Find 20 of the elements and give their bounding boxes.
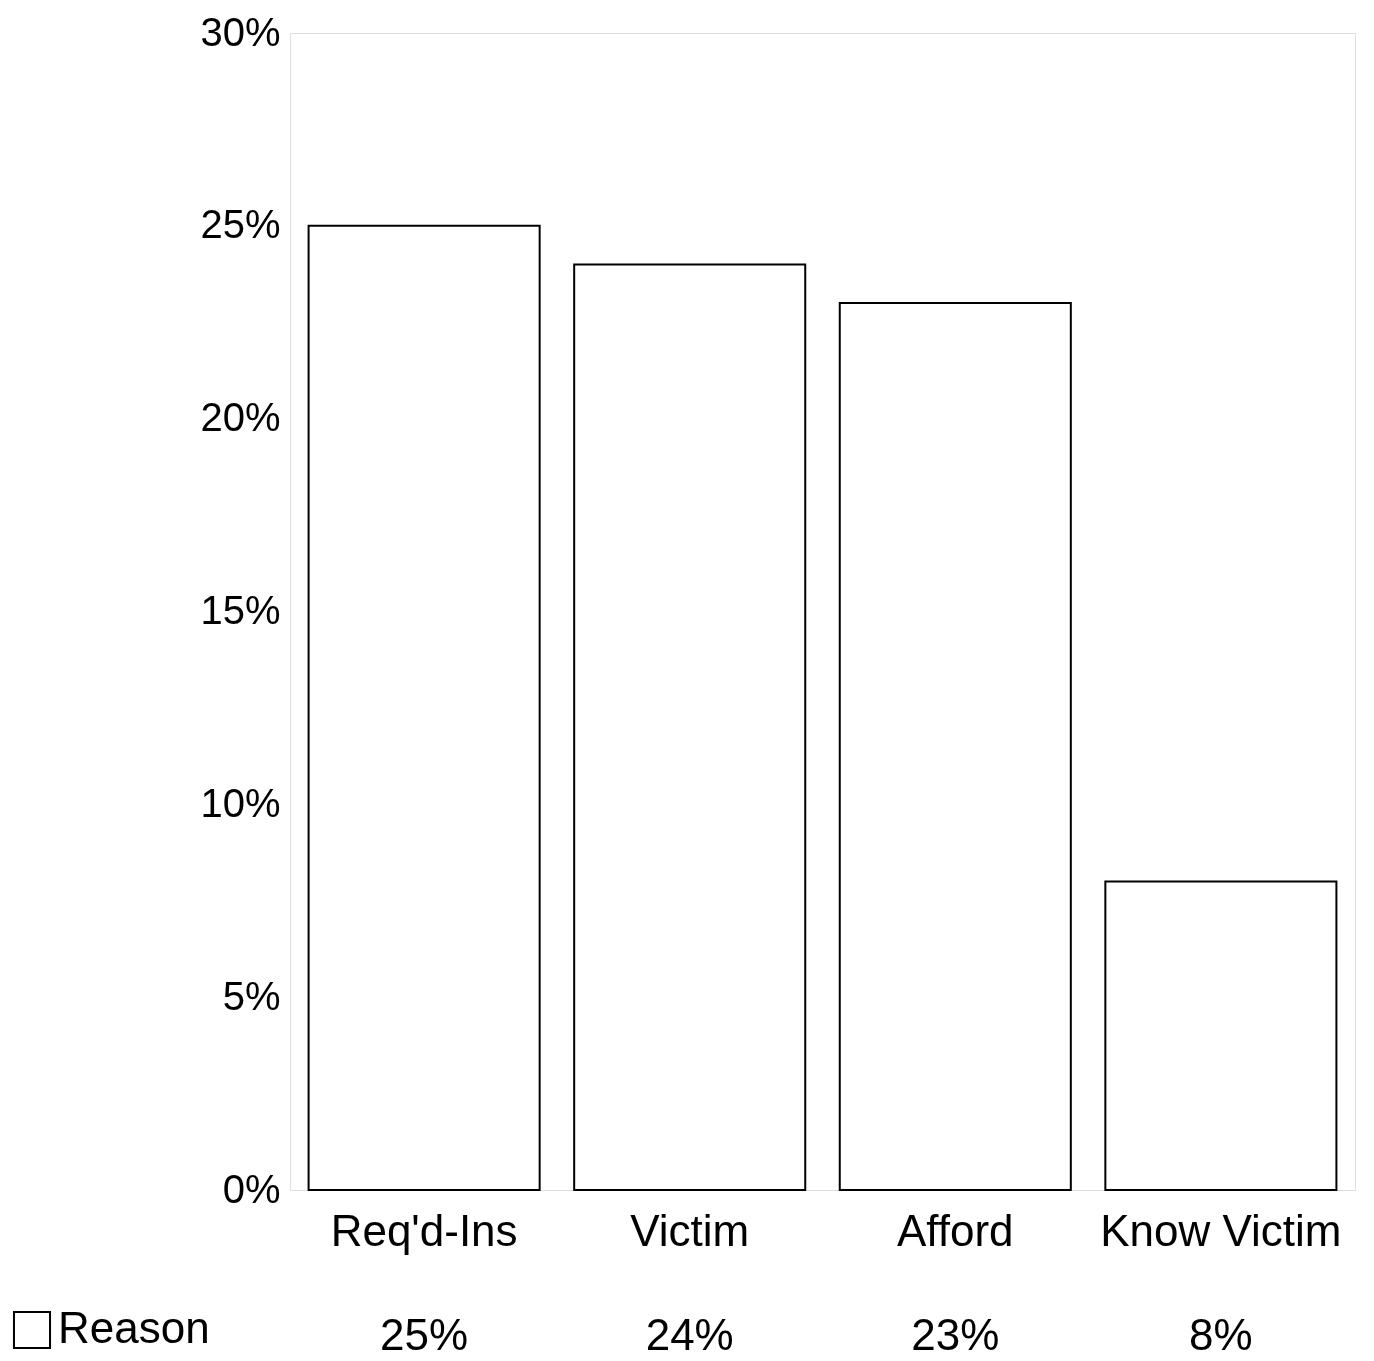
y-tick-label: 25% <box>200 202 281 247</box>
y-tick-label: 30% <box>200 9 281 54</box>
data-label: 8% <box>1189 1310 1253 1359</box>
legend-label: Reason <box>58 1303 210 1352</box>
y-tick-label: 15% <box>200 588 281 632</box>
x-tick-label: Afford <box>896 1205 1014 1255</box>
data-label: 24% <box>645 1310 734 1359</box>
data-label: 25% <box>380 1310 469 1359</box>
x-tick-label: Victim <box>630 1205 750 1255</box>
y-tick-label: 20% <box>200 395 281 440</box>
y-tick-label: 10% <box>200 780 281 825</box>
bar <box>1104 880 1338 1191</box>
bar <box>573 263 807 1191</box>
x-tick-label: Req'd-Ins <box>330 1205 518 1255</box>
x-tick-label: Know Victim <box>1100 1205 1342 1255</box>
data-label: 23% <box>911 1310 1000 1359</box>
y-tick-label: 5% <box>222 973 281 1018</box>
bar <box>307 224 541 1191</box>
y-tick-label: 0% <box>222 1166 281 1211</box>
bar <box>838 301 1072 1191</box>
